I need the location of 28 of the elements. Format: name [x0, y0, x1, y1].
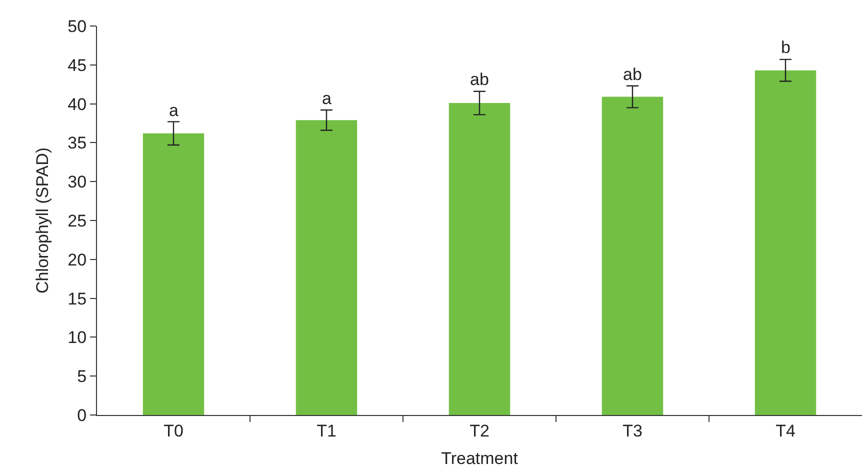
annotation: ab: [623, 65, 642, 84]
bar: [754, 70, 816, 415]
y-tick-label: 30: [68, 172, 87, 192]
annotation: b: [781, 38, 790, 57]
y-tick-label: 35: [68, 134, 87, 153]
x-tick-label: T3: [622, 421, 642, 440]
y-tick-label: 10: [68, 328, 87, 348]
x-tick-label: T0: [164, 421, 184, 440]
y-tick-label: 45: [68, 56, 87, 75]
y-tick-label: 50: [68, 16, 87, 36]
annotation: ab: [470, 70, 489, 89]
bar: [296, 120, 358, 415]
bar: [602, 96, 664, 415]
x-tick-label: T1: [316, 421, 336, 440]
annotation: a: [169, 101, 179, 120]
bar: [448, 103, 510, 415]
annotation: a: [322, 89, 332, 108]
x-tick-label: T4: [776, 421, 796, 440]
y-tick-label: 0: [77, 406, 87, 425]
x-tick-label: T2: [470, 421, 490, 440]
y-tick-label: 25: [68, 211, 87, 230]
x-axis-title: Treatment: [441, 448, 518, 468]
y-axis-title: Chlorophyll (SPAD): [33, 147, 52, 294]
y-tick-label: 5: [77, 367, 87, 386]
y-tick-label: 40: [68, 94, 87, 114]
y-tick-label: 20: [68, 250, 87, 270]
bar: [142, 133, 204, 415]
y-tick-label: 15: [68, 289, 87, 308]
